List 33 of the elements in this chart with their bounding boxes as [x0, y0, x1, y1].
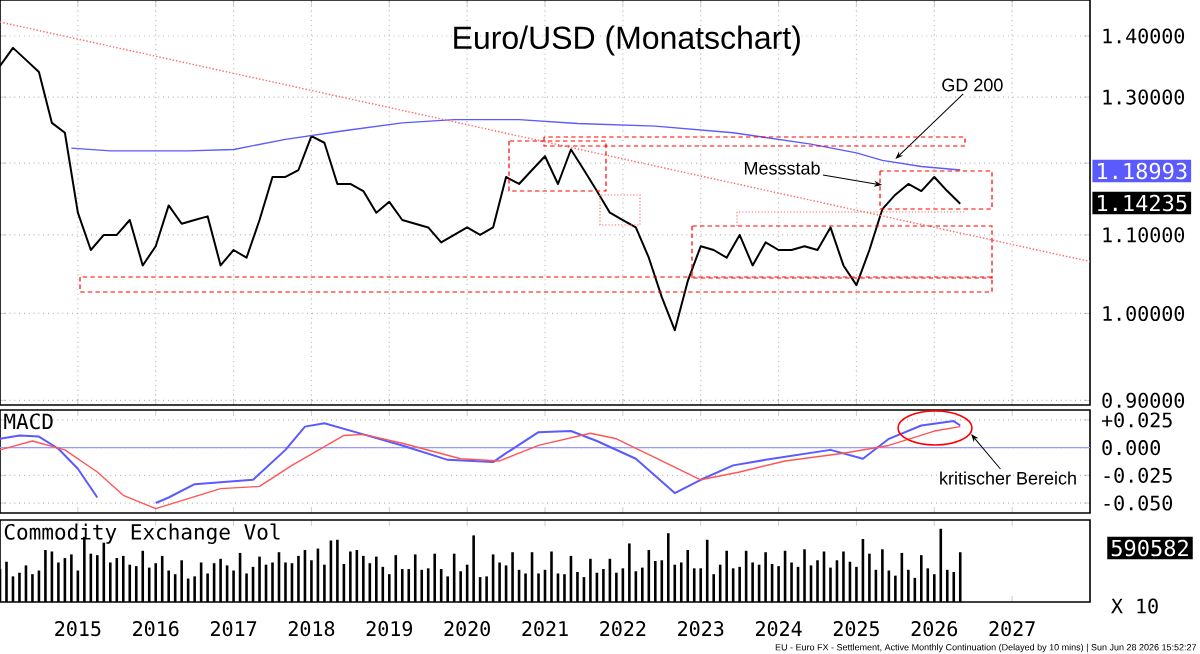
- y-tick-label: 1.30000: [1103, 89, 1185, 105]
- x-tick-label: 2027: [989, 621, 1035, 637]
- x-tick-label: 2019: [366, 621, 413, 637]
- x-tick-label: 2016: [133, 621, 179, 637]
- y-tick-label: 1.10000: [1103, 227, 1185, 243]
- y-tick-label: 0.000: [1102, 440, 1160, 456]
- annotation: Messstab: [744, 161, 820, 175]
- annotation: GD 200: [942, 78, 1003, 92]
- x-tick-label: 2020: [444, 621, 490, 637]
- x-tick-label: 2026: [911, 621, 958, 637]
- chart-title: MACD: [4, 413, 53, 430]
- x-tick-label: 2021: [522, 621, 568, 637]
- y-tick-label: +0.025: [1101, 412, 1172, 428]
- text: EU - Euro FX - Settlement, Active Monthly Continuation (Delayed by 10 mins) | Sun Jun 28 2026 15:52:27: [775, 643, 1197, 653]
- x-tick-label: 2015: [55, 621, 101, 637]
- y-tick-label: 0.90000: [1102, 392, 1185, 408]
- x-tick-label: 2017: [210, 621, 257, 637]
- text: 1.18993: [1098, 162, 1187, 180]
- chart-title: Commodity Exchange Vol: [4, 523, 280, 544]
- y-tick-label: -0.025: [1104, 467, 1172, 483]
- y-tick-label: 1.00000: [1103, 305, 1185, 322]
- text: 590582: [1111, 539, 1188, 557]
- text: X 10: [1111, 598, 1158, 614]
- x-tick-label: 2022: [600, 621, 646, 637]
- text: Euro/USD (Monatschart): [454, 25, 800, 56]
- y-tick-label: -0.050: [1104, 495, 1173, 511]
- x-tick-label: 2023: [678, 621, 724, 637]
- x-tick-label: 2018: [288, 621, 335, 637]
- text: 1.14235: [1098, 194, 1187, 212]
- x-tick-label: 2024: [755, 621, 802, 637]
- x-tick-label: 2025: [833, 621, 879, 637]
- y-tick-label: 1.40000: [1103, 28, 1185, 44]
- annotation: kritischer Bereich: [940, 471, 1076, 485]
